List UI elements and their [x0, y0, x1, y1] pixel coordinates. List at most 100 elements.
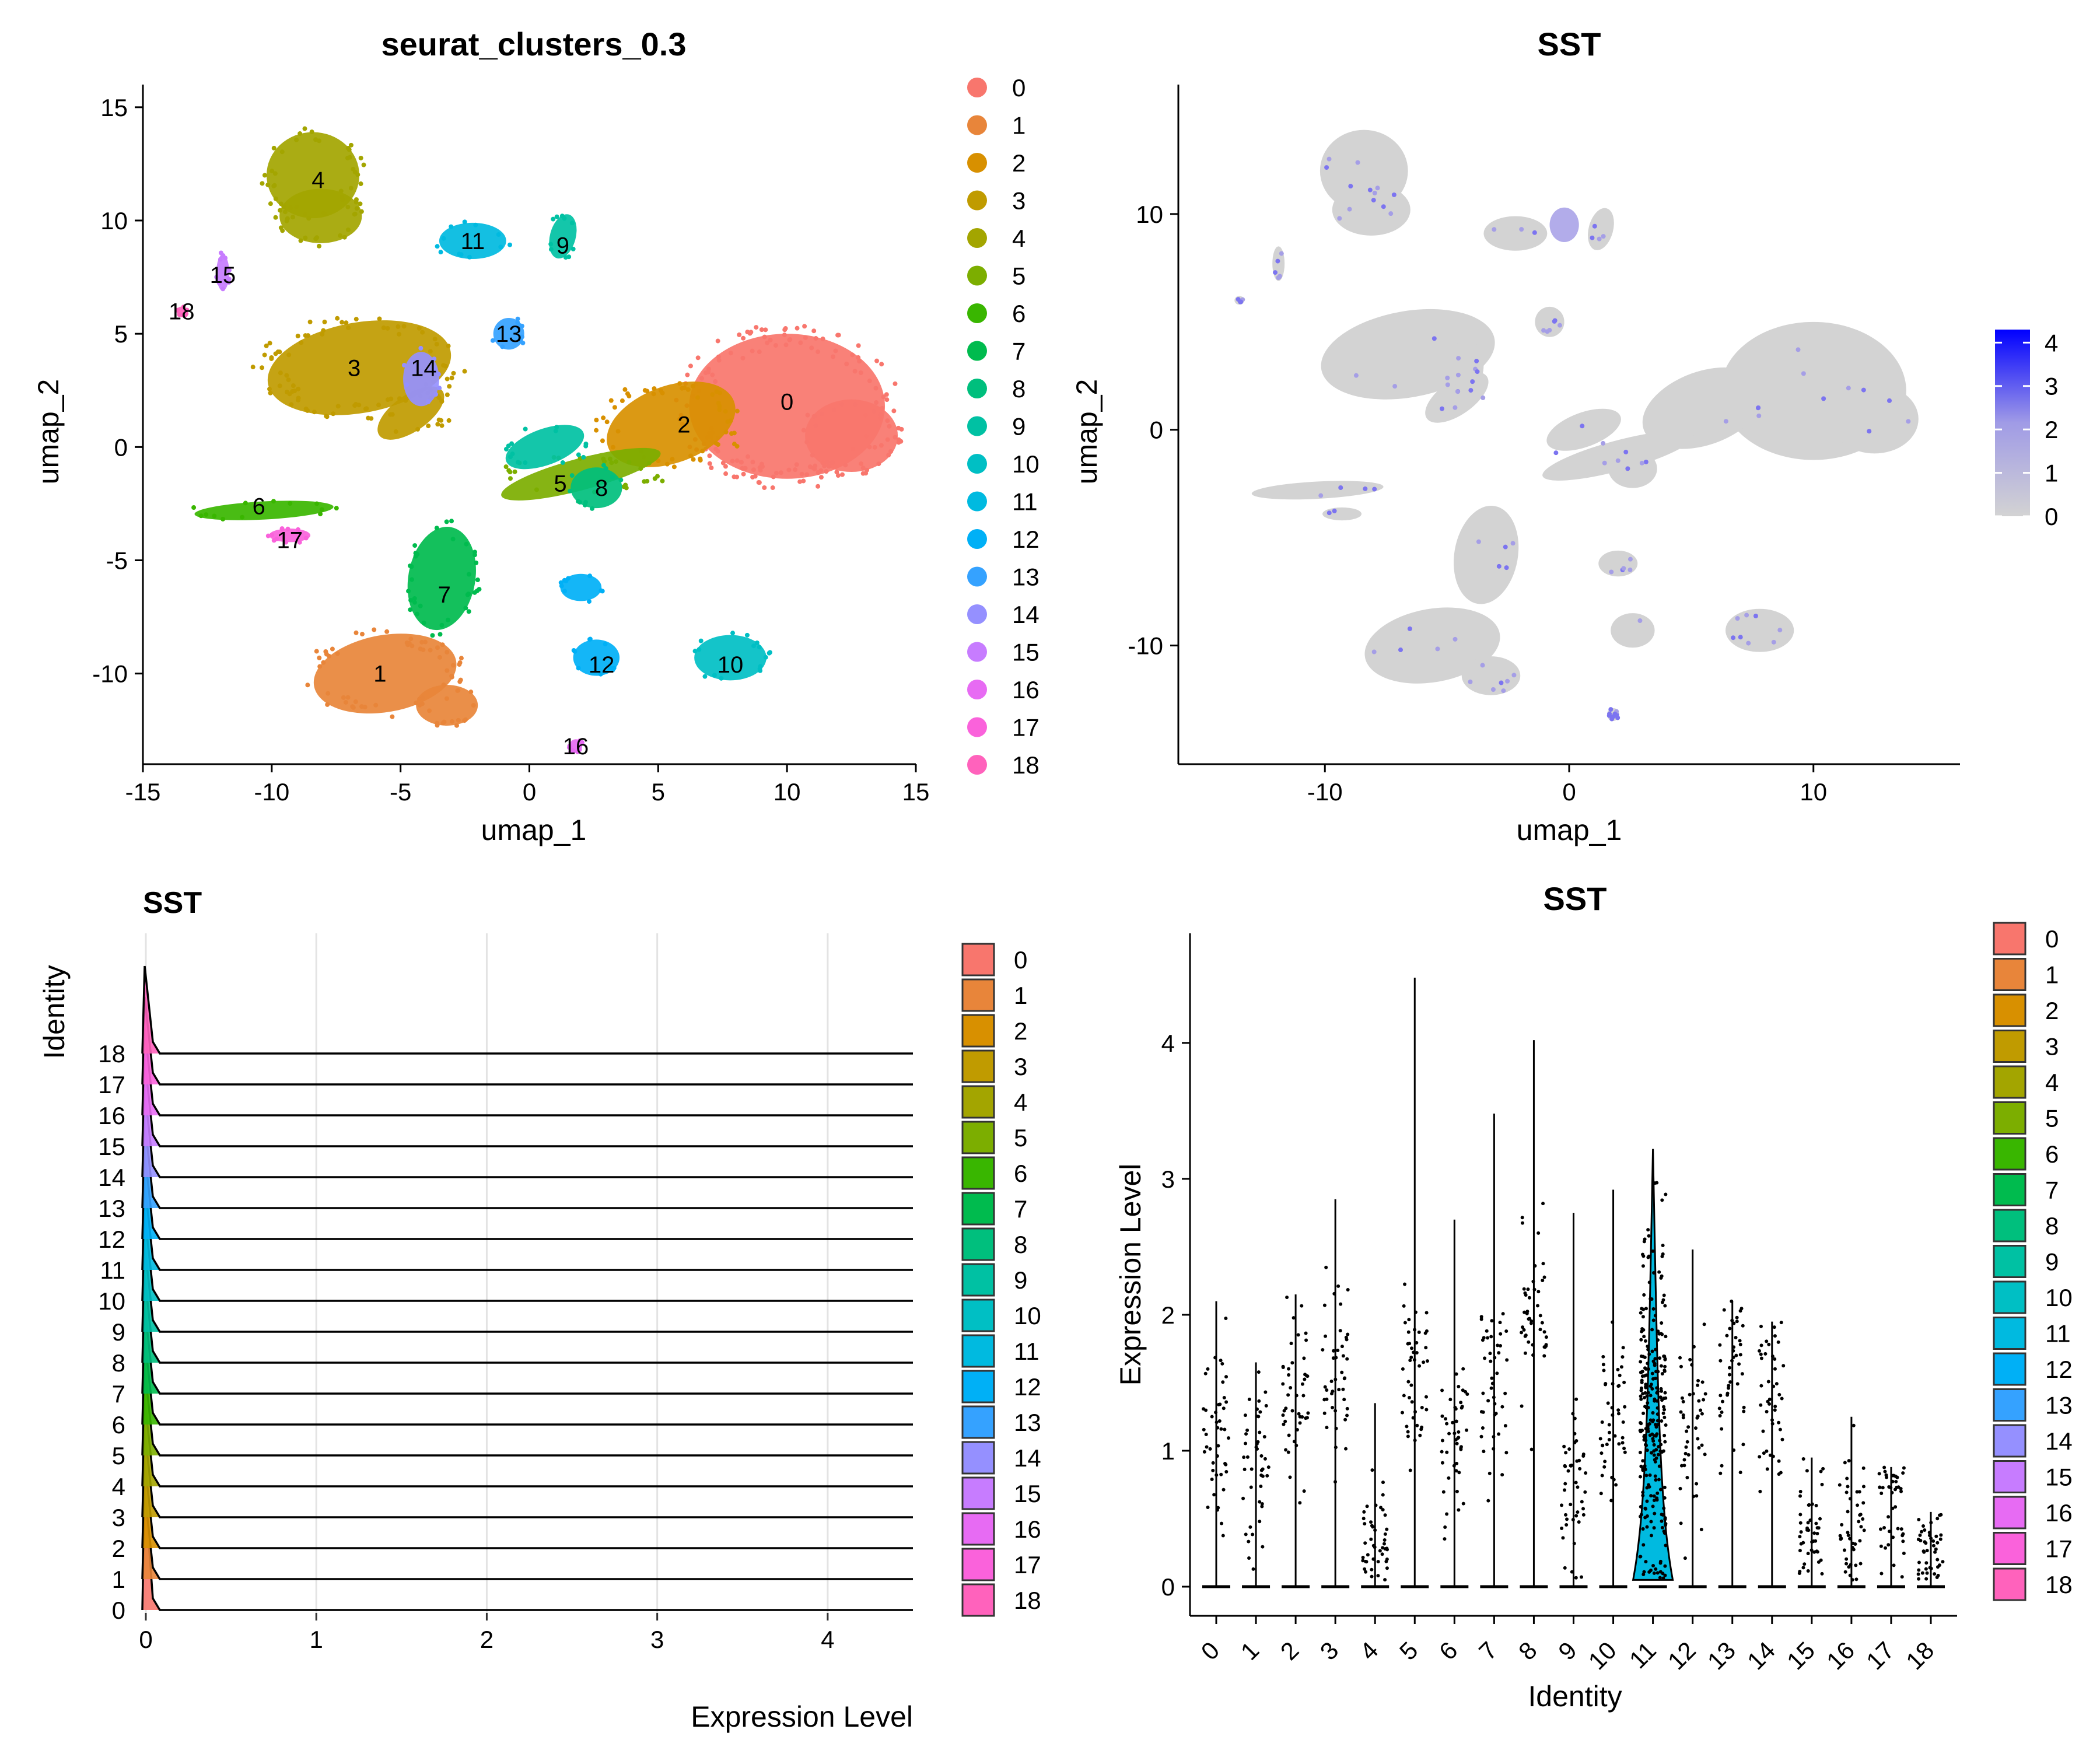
- violin-point-2: [1300, 1382, 1304, 1386]
- violin-point-7: [1489, 1359, 1493, 1363]
- cluster-point-11: [473, 222, 478, 228]
- legend-label-6: 6: [1014, 1160, 1027, 1187]
- legend-label-17: 17: [2045, 1535, 2073, 1563]
- violin-point-14: [1773, 1404, 1777, 1408]
- feature-point-expressing: [1738, 635, 1743, 640]
- cluster-point-5: [503, 464, 509, 470]
- feature-point-expressing: [1275, 258, 1280, 264]
- violin-point-13: [1727, 1384, 1731, 1388]
- y-tick-label: 10: [100, 207, 128, 235]
- violin-point-11: [1651, 1377, 1655, 1381]
- violin-point-3: [1332, 1292, 1336, 1296]
- cluster-point-1: [321, 660, 326, 665]
- violin-point-11: [1650, 1387, 1654, 1391]
- violin-point-4: [1385, 1527, 1389, 1531]
- violin-point-17: [1887, 1543, 1891, 1547]
- violin-point-18: [1936, 1558, 1940, 1562]
- cluster-point-0: [831, 354, 836, 359]
- cluster-point-0: [757, 349, 762, 355]
- cluster-point-0: [857, 359, 862, 364]
- feature-point-expressing: [1545, 329, 1550, 334]
- violin-point-11: [1651, 1437, 1655, 1441]
- violin-point-15: [1820, 1482, 1824, 1486]
- violin-point-11: [1654, 1425, 1658, 1429]
- cluster-point-3: [264, 343, 269, 348]
- violin-point-9: [1574, 1439, 1578, 1443]
- cluster-point-7: [474, 560, 479, 565]
- cluster-point-3: [292, 388, 298, 394]
- cluster-point-1: [325, 702, 330, 707]
- violin-point-11: [1639, 1338, 1643, 1342]
- cluster-point-4: [359, 209, 364, 214]
- cluster-point-9: [510, 452, 515, 457]
- violin-point-6: [1443, 1525, 1447, 1530]
- legend-swatch-14: [1993, 1424, 2027, 1458]
- cluster-point-0: [801, 478, 806, 484]
- cluster-point-1: [330, 646, 335, 652]
- violin-point-17: [1883, 1469, 1887, 1474]
- violin-point-10: [1618, 1373, 1622, 1377]
- cluster-point-5: [655, 474, 660, 479]
- violin-point-5: [1402, 1394, 1406, 1398]
- cluster-point-7: [412, 596, 417, 601]
- feature-point-expressing: [1637, 618, 1643, 624]
- cluster-point-17: [285, 526, 290, 531]
- violin-point-12: [1679, 1364, 1683, 1368]
- cluster-point-16: [568, 744, 573, 749]
- cluster-point-2: [612, 405, 617, 410]
- feature-point-expressing: [1455, 372, 1461, 377]
- violin-point-11: [1639, 1555, 1643, 1559]
- legend-label-11: 11: [2045, 1320, 2071, 1348]
- feature-blob: [1251, 481, 1384, 500]
- violin-point-8: [1527, 1296, 1531, 1300]
- violin-point-4: [1364, 1560, 1368, 1564]
- cluster-point-4: [317, 138, 322, 144]
- feature-point-expressing: [1756, 413, 1762, 418]
- cluster-point-3: [451, 370, 456, 376]
- violin-point-11: [1644, 1507, 1648, 1511]
- cluster-point-17: [284, 540, 289, 545]
- violin-point-11: [1647, 1352, 1651, 1356]
- violin-point-5: [1400, 1410, 1404, 1415]
- violin-point-3: [1324, 1334, 1328, 1338]
- violin-point-0: [1202, 1450, 1206, 1454]
- violin-point-7: [1490, 1376, 1494, 1380]
- cluster-point-0: [836, 332, 841, 338]
- violin-point-11: [1654, 1348, 1658, 1352]
- feature-point-expressing: [1821, 396, 1826, 401]
- violin-point-4: [1366, 1553, 1370, 1557]
- cluster-point-1: [437, 654, 442, 660]
- cluster-point-6: [243, 501, 248, 506]
- cluster-point-0: [813, 423, 818, 428]
- x-tick-label: 18: [1901, 1636, 1939, 1675]
- y-tick-label: 4: [112, 1473, 125, 1500]
- violin-point-1: [1255, 1442, 1259, 1446]
- feature-point-expressing: [1511, 673, 1517, 678]
- violin-point-14: [1768, 1397, 1772, 1401]
- violin-point-11: [1660, 1450, 1664, 1454]
- violin-point-18: [1922, 1524, 1926, 1528]
- feature-point-expressing: [1746, 640, 1751, 646]
- violin-point-14: [1773, 1367, 1777, 1371]
- cluster-point-9: [551, 216, 556, 222]
- cluster-point-0: [737, 332, 742, 337]
- violin-point-12: [1688, 1392, 1692, 1396]
- x-tick-label: 14: [1742, 1636, 1780, 1675]
- violin-point-6: [1451, 1420, 1455, 1424]
- cluster-point-7: [465, 592, 470, 597]
- violin-point-12: [1696, 1378, 1700, 1382]
- violin-point-11: [1639, 1421, 1643, 1425]
- violin-point-5: [1417, 1330, 1421, 1334]
- cluster-point-3: [306, 333, 311, 338]
- violin-point-6: [1457, 1385, 1461, 1389]
- cluster-point-0: [879, 362, 884, 367]
- violin-point-5: [1418, 1364, 1422, 1368]
- violin-point-5: [1406, 1330, 1410, 1334]
- cluster-point-14: [437, 386, 442, 391]
- legend-swatch-15: [961, 1476, 995, 1510]
- cluster-blob-13: [493, 317, 524, 350]
- cluster-point-10: [758, 668, 763, 673]
- violin-point-11: [1642, 1570, 1646, 1574]
- feature-point-expressing: [1557, 323, 1562, 328]
